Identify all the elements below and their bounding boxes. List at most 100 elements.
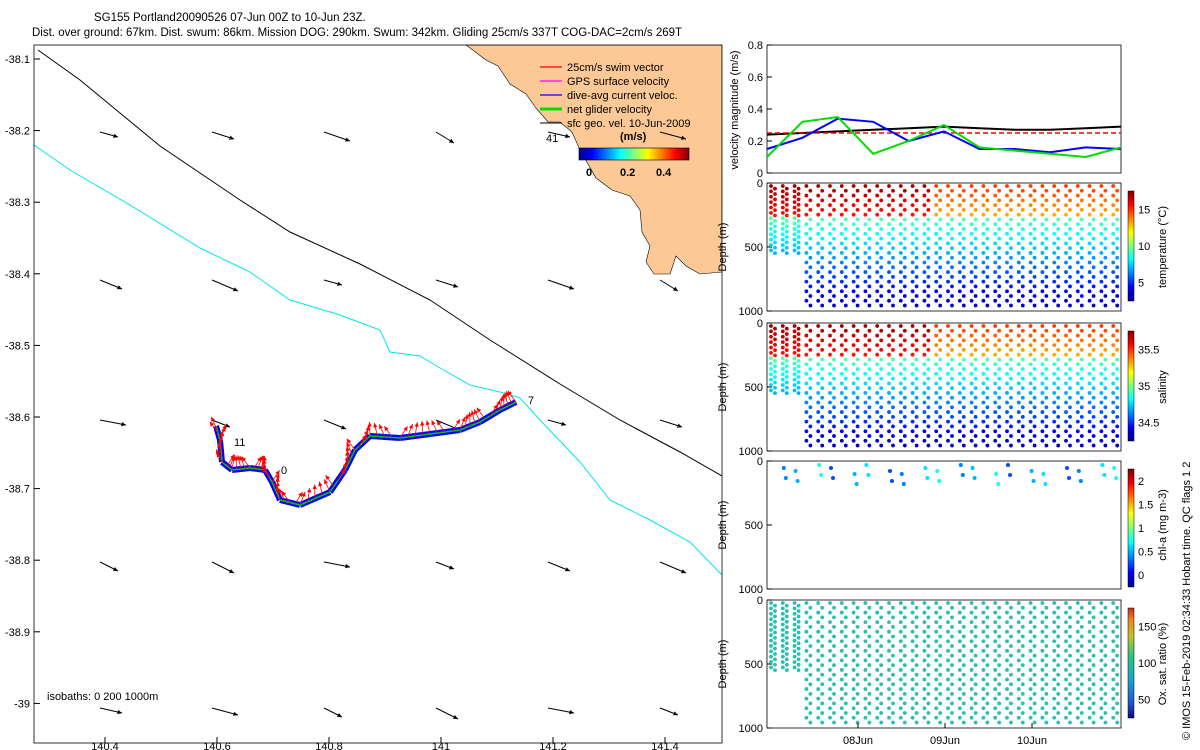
section-point — [839, 212, 844, 217]
section-point — [887, 212, 891, 217]
section-point — [1044, 208, 1049, 212]
section-point — [1087, 260, 1092, 265]
section-point — [820, 255, 825, 260]
section-point — [816, 391, 821, 395]
section-point — [843, 634, 848, 639]
section-point — [773, 652, 777, 656]
section-point — [969, 629, 974, 634]
section-point — [891, 303, 895, 308]
section-point — [796, 652, 801, 656]
geo-vector-arrow — [323, 131, 351, 142]
section-point — [769, 622, 773, 627]
section-point — [887, 270, 891, 274]
section-point — [796, 625, 801, 630]
section-point — [938, 348, 943, 352]
section-point — [843, 284, 848, 289]
section-point — [820, 246, 825, 251]
section-point — [1040, 222, 1045, 227]
section-point — [867, 236, 872, 241]
section-point — [855, 424, 860, 429]
section-point — [981, 333, 986, 338]
swim-vector-arrow-head — [436, 420, 442, 426]
section-point — [957, 203, 962, 208]
section-point — [1115, 274, 1120, 279]
swim-vector-arrow-head — [346, 442, 351, 448]
section-point — [1044, 634, 1049, 639]
section-point — [1103, 274, 1108, 279]
section-point — [832, 217, 836, 222]
section-point — [887, 343, 891, 348]
section-point — [898, 381, 903, 386]
section-point — [1091, 605, 1096, 610]
section-point — [1091, 255, 1096, 260]
section-point — [985, 405, 990, 410]
section-point — [1075, 438, 1080, 443]
section-point — [1040, 410, 1045, 414]
section-point — [957, 193, 962, 198]
section-point — [1115, 605, 1120, 610]
section-point — [863, 324, 868, 328]
section-point — [1052, 231, 1057, 236]
section-point — [851, 381, 856, 386]
section-point — [1103, 386, 1108, 391]
section-point — [875, 668, 880, 672]
section-point — [1068, 644, 1072, 648]
section-point — [950, 198, 954, 203]
section-point — [934, 371, 939, 376]
section-point — [914, 634, 919, 639]
section-point — [875, 324, 880, 328]
section-point — [1115, 357, 1120, 362]
section-point — [879, 701, 884, 706]
geo-vector-arrow-head — [229, 135, 234, 140]
section-point — [879, 217, 884, 222]
section-point — [875, 400, 880, 405]
section-point — [981, 260, 986, 265]
section-point — [1040, 241, 1045, 246]
section-point — [957, 410, 962, 414]
geo-vector-arrow-head — [569, 710, 574, 715]
section-point — [957, 251, 962, 255]
section-point — [875, 648, 880, 653]
section-point — [1009, 424, 1013, 429]
section-point — [910, 381, 915, 386]
section-point — [769, 627, 773, 632]
section-point — [832, 208, 836, 212]
section-point — [1103, 634, 1108, 639]
section-point — [784, 369, 789, 374]
section-point — [1028, 410, 1033, 414]
section-point — [820, 274, 825, 279]
section-point — [1044, 348, 1049, 352]
section-point — [832, 644, 836, 648]
section-point — [938, 294, 943, 298]
section-point — [985, 691, 990, 696]
section-point — [855, 367, 860, 371]
section-point — [961, 434, 966, 438]
section-ylabel: Depth (m) — [717, 363, 729, 412]
section-point — [1016, 610, 1021, 615]
section-point — [922, 410, 927, 414]
swim-vector-arrow-head — [476, 407, 482, 413]
map-axes-frame — [33, 44, 723, 744]
section-point — [820, 424, 825, 429]
section-colorbar-label: salinity — [1157, 370, 1169, 404]
section-point — [934, 279, 939, 284]
section-point — [1111, 289, 1116, 294]
section-point — [1052, 289, 1057, 294]
section-point — [1009, 265, 1013, 270]
section-point — [993, 706, 998, 711]
section-point — [816, 639, 821, 644]
section-point — [1087, 362, 1092, 367]
section-point — [922, 193, 927, 198]
section-point — [1091, 653, 1096, 658]
section-point — [1028, 324, 1033, 328]
section-point — [993, 381, 998, 386]
section-point — [910, 687, 915, 691]
section-point — [828, 352, 832, 357]
section-point — [816, 184, 821, 188]
section-point — [973, 376, 978, 381]
section-point — [792, 345, 797, 350]
section-point — [1009, 294, 1013, 298]
section-point — [938, 663, 943, 668]
section-point — [898, 251, 903, 255]
section-point — [1091, 236, 1096, 241]
